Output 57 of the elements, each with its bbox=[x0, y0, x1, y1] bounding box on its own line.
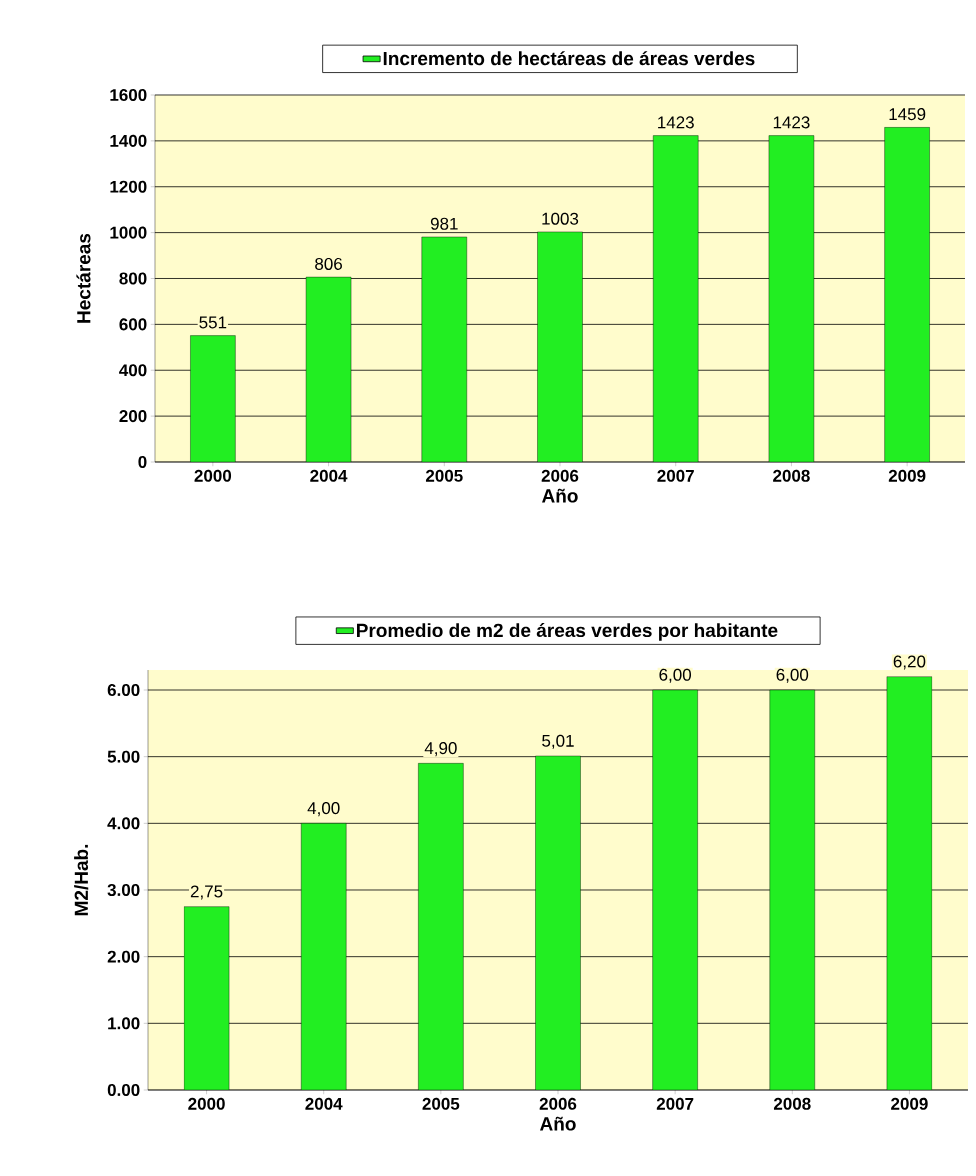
y-tick-label: 1400 bbox=[110, 134, 147, 147]
y-tick-label: 400 bbox=[119, 364, 147, 377]
y-tick-label: 800 bbox=[119, 272, 147, 285]
data-label: 981 bbox=[430, 217, 458, 230]
y-tick-label: 3.00 bbox=[107, 883, 140, 897]
x-tick-label: 2007 bbox=[657, 469, 694, 482]
x-axis-title: Año bbox=[542, 488, 578, 503]
y-tick-label: 1600 bbox=[110, 88, 147, 102]
y-tick-label: 1200 bbox=[110, 180, 147, 193]
y-tick-label: 0 bbox=[138, 455, 147, 469]
data-label: 4,00 bbox=[307, 802, 340, 817]
x-tick-label: 2006 bbox=[541, 469, 579, 482]
y-tick-label: 5.00 bbox=[107, 750, 140, 763]
data-label: 1459 bbox=[889, 108, 926, 121]
data-label: 4,90 bbox=[424, 742, 457, 757]
bar bbox=[418, 763, 464, 1090]
x-tick-label: 2000 bbox=[194, 469, 232, 482]
x-tick-label: 2007 bbox=[656, 1097, 694, 1110]
bar bbox=[535, 756, 581, 1090]
data-label: 806 bbox=[315, 257, 342, 270]
x-tick-label: 2005 bbox=[425, 469, 463, 482]
y-tick-label: 4.00 bbox=[107, 817, 140, 830]
data-label: 1423 bbox=[658, 116, 694, 129]
data-label: 1003 bbox=[542, 212, 579, 225]
data-label: 5,01 bbox=[542, 734, 574, 749]
x-tick-label: 2006 bbox=[539, 1097, 577, 1110]
x-axis-title: Año bbox=[540, 1116, 576, 1131]
legend-label: Promedio de m2 de áreas verdes por habitante bbox=[357, 622, 778, 641]
bar bbox=[184, 906, 230, 1090]
y-tick-label: 600 bbox=[119, 318, 147, 331]
y-tick-label: 1.00 bbox=[108, 1017, 140, 1030]
bar bbox=[652, 690, 698, 1090]
x-tick-label: 2009 bbox=[888, 469, 926, 482]
data-label: 551 bbox=[199, 316, 227, 329]
x-tick-label: 2004 bbox=[310, 469, 348, 482]
x-tick-label: 2000 bbox=[188, 1097, 225, 1110]
data-label: 2,75 bbox=[190, 885, 223, 900]
y-tick-label: 1000 bbox=[110, 226, 147, 239]
legend-label: Incremento de hectáreas de áreas verdes bbox=[383, 51, 755, 66]
y-axis-title: Hectáreas bbox=[76, 233, 91, 323]
x-tick-label: 2008 bbox=[773, 469, 810, 482]
x-tick-label: 2004 bbox=[305, 1097, 343, 1110]
x-tick-label: 2009 bbox=[891, 1097, 928, 1110]
y-tick-label: 0.00 bbox=[107, 1083, 140, 1097]
y-axis-title: M2/Hab. bbox=[74, 844, 89, 916]
data-label: 6,00 bbox=[776, 668, 809, 683]
bar bbox=[301, 823, 347, 1090]
bar bbox=[886, 676, 933, 1090]
data-label: 6,20 bbox=[893, 655, 926, 670]
data-label: 6,00 bbox=[659, 668, 692, 683]
y-tick-label: 6.00 bbox=[107, 683, 140, 697]
x-tick-label: 2005 bbox=[422, 1097, 460, 1110]
x-tick-label: 2008 bbox=[773, 1097, 811, 1110]
y-tick-label: 2.00 bbox=[107, 950, 140, 963]
y-tick-label: 200 bbox=[119, 410, 147, 423]
data-label: 1423 bbox=[773, 116, 810, 129]
bar bbox=[769, 690, 815, 1090]
